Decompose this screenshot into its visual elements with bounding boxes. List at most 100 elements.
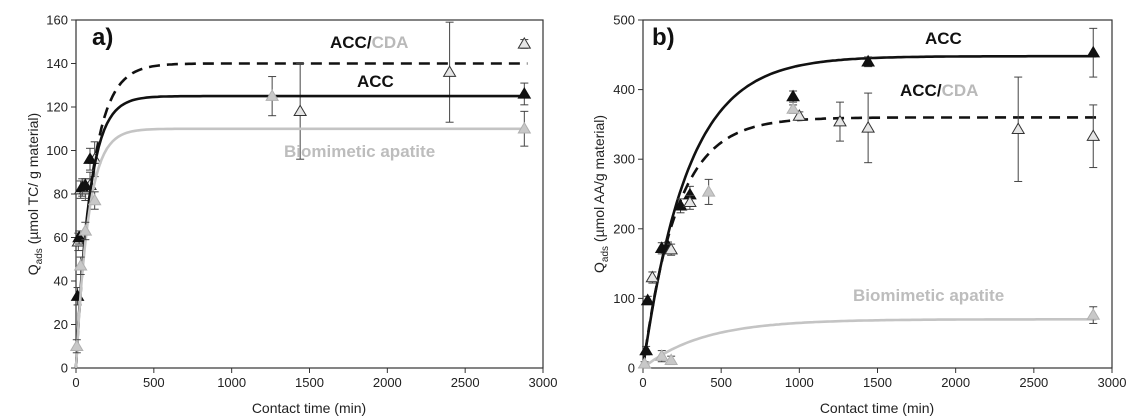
series-label-part: ACC/ — [330, 33, 372, 52]
data-point — [83, 152, 97, 164]
data-point — [69, 339, 84, 351]
x-tick-label: 2500 — [1019, 375, 1048, 390]
data-point — [637, 356, 652, 369]
series-label-part: CDA — [942, 81, 979, 100]
series-label: ACC/CDA — [900, 81, 978, 100]
x-tick-label: 1000 — [217, 375, 246, 390]
y-tick-label: 0 — [628, 361, 635, 376]
data-point — [654, 349, 669, 361]
series-biomimetic-apatite: Biomimetic apatite — [637, 102, 1101, 370]
series-label: ACC/CDA — [330, 33, 408, 52]
y-tick-label: 400 — [613, 82, 635, 97]
data-point — [78, 178, 93, 190]
data-point — [87, 193, 102, 206]
series-label-part: Biomimetic apatite — [284, 142, 435, 161]
data-point — [78, 223, 93, 236]
data-point — [442, 65, 457, 77]
x-tick-label: 0 — [72, 375, 79, 390]
data-point — [833, 114, 847, 127]
chart-panel-a: 0 500 1000 1500 2000 2500 3000 0 20 40 60 80 100 120 1… — [25, 13, 557, 417]
data-point — [786, 89, 800, 102]
x-tick-label: 2000 — [941, 375, 970, 390]
x-tick-label: 1000 — [785, 375, 814, 390]
series-label: Biomimetic apatite — [284, 142, 435, 161]
series-acc: ACC — [639, 27, 1101, 369]
data-point — [1011, 122, 1026, 134]
data-point — [861, 54, 875, 67]
y-tick-label: 80 — [54, 187, 68, 202]
y-axis-title: Qads (µmol TC/ g material) — [25, 113, 45, 275]
y-axis-title: Qads (µmol AA/g material) — [591, 115, 611, 273]
series-label: Biomimetic apatite — [853, 286, 1004, 305]
y-axis-title-sub: ads — [34, 248, 45, 264]
x-tick-label: 3000 — [529, 375, 558, 390]
data-point — [664, 242, 679, 255]
data-point — [72, 230, 86, 243]
data-point — [664, 353, 679, 366]
fit-curve — [74, 94, 528, 369]
x-tick-label: 0 — [639, 375, 646, 390]
x-axis-title: Contact time (min) — [820, 400, 934, 416]
y-axis-title-sub: ads — [600, 246, 611, 262]
plot-frame — [75, 19, 544, 369]
data-point — [517, 121, 532, 134]
y-tick-label: 100 — [46, 143, 68, 158]
series-acc-cda: ACC/CDA — [71, 21, 532, 369]
x-tick-label: 3000 — [1098, 375, 1127, 390]
x-tick-label: 2500 — [451, 375, 480, 390]
y-tick-label: 140 — [46, 56, 68, 71]
fit-curve — [641, 116, 1097, 369]
y-axis-title-rest: (µmol AA/g material) — [591, 115, 607, 246]
panel-letter: a) — [92, 24, 113, 51]
data-point — [517, 36, 532, 49]
y-tick-label: 0 — [61, 361, 68, 376]
series-acc: ACC — [70, 72, 532, 369]
y-tick-label: 100 — [613, 291, 635, 306]
data-point — [1086, 45, 1101, 58]
y-tick-label: 20 — [54, 317, 68, 332]
x-tick-label: 1500 — [863, 375, 892, 390]
data-point — [73, 258, 88, 271]
series-biomimetic-apatite: Biomimetic apatite — [69, 76, 532, 369]
data-point — [293, 104, 308, 117]
y-axis-title-rest: (µmol TC/ g material) — [25, 113, 41, 248]
x-tick-label: 500 — [143, 375, 165, 390]
series-label: ACC — [925, 29, 962, 48]
data-point — [792, 109, 807, 121]
data-point — [645, 270, 660, 283]
x-axis-title: Contact time (min) — [252, 400, 366, 416]
data-point — [861, 120, 875, 133]
fit-curve — [642, 318, 1097, 370]
data-point — [640, 293, 655, 306]
series-label: ACC — [357, 72, 394, 91]
series-label-part: ACC — [357, 72, 394, 91]
series-acc-cda: ACC/CDA — [641, 76, 1101, 369]
data-point — [1086, 129, 1101, 141]
chart-panel-b: 0 500 1000 1500 2000 2500 3000 0 100 200 300 400 500… — [591, 13, 1126, 417]
data-point — [1086, 308, 1101, 320]
series-label-part: ACC — [925, 29, 962, 48]
y-tick-label: 200 — [613, 221, 635, 236]
panel-letter: b) — [652, 24, 675, 51]
data-point — [701, 184, 716, 197]
y-tick-label: 40 — [54, 274, 68, 289]
y-tick-label: 120 — [46, 100, 68, 115]
y-axis-title-main: Q — [591, 262, 607, 273]
y-tick-label: 60 — [54, 230, 68, 245]
data-point — [683, 195, 697, 208]
series-label-part: Biomimetic apatite — [853, 286, 1004, 305]
series-label-part: ACC/ — [900, 81, 942, 100]
data-point — [517, 86, 532, 99]
y-tick-label: 300 — [613, 152, 635, 167]
x-tick-label: 1500 — [295, 375, 324, 390]
series-label-part: CDA — [372, 33, 409, 52]
y-axis-title-main: Q — [25, 264, 41, 275]
data-point — [265, 89, 280, 101]
y-tick-label: 500 — [613, 13, 635, 28]
x-tick-label: 2000 — [373, 375, 402, 390]
y-tick-label: 160 — [46, 13, 68, 28]
fit-curve — [74, 127, 528, 369]
data-point — [786, 102, 800, 114]
x-tick-label: 500 — [710, 375, 732, 390]
